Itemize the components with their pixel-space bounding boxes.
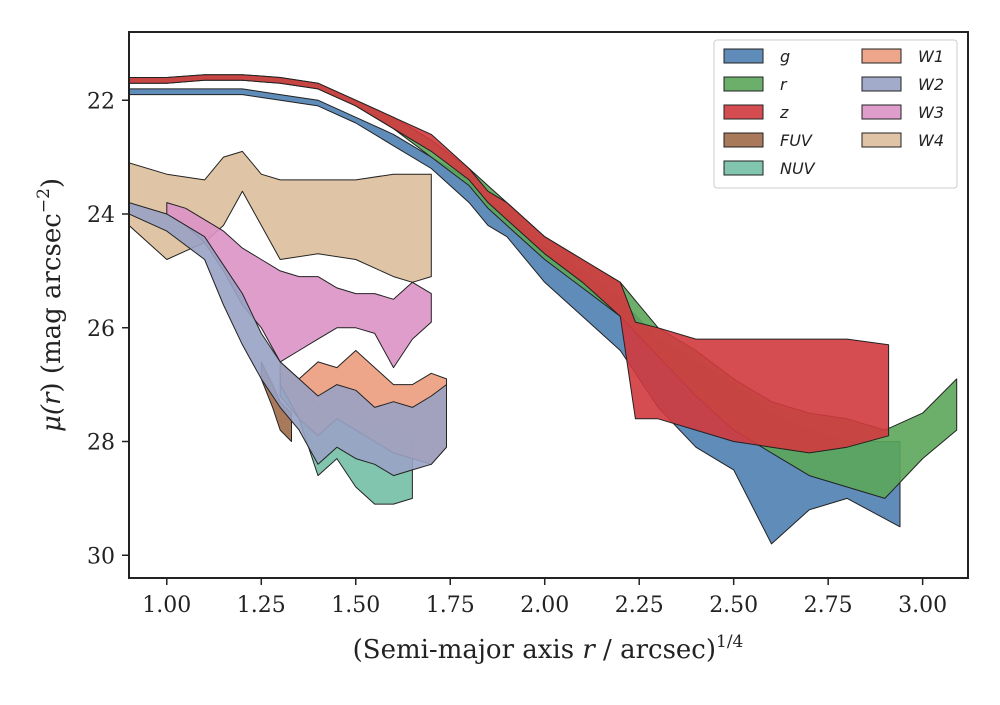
plot-frame (128, 31, 969, 579)
x-tick-label: 1.25 (237, 593, 286, 618)
legend-swatch-w1 (861, 48, 902, 64)
x-tick-label: 2.75 (804, 593, 853, 618)
x-tick-label: 1.50 (331, 593, 380, 618)
legend-label-nuv: NUV (780, 159, 816, 178)
legend-label-w3: W3 (918, 103, 944, 122)
legend-label-w1: W1 (918, 47, 944, 66)
y-axis-title: μ(r) (mag arcsec−2) (34, 178, 67, 432)
legend-swatch-g (723, 48, 764, 64)
legend-label-w2: W2 (918, 75, 944, 94)
legend-swatch-w2 (861, 76, 902, 92)
legend-swatch-w3 (861, 104, 902, 120)
x-axis-title: (Semi-major axis r / arcsec)1/4 (353, 632, 744, 665)
legend-swatch-nuv (723, 160, 764, 176)
legend-label-r: r (780, 75, 788, 94)
y-tick-label: 26 (87, 317, 115, 342)
series-layer (129, 74, 958, 545)
x-tick-label: 2.00 (520, 593, 569, 618)
legend-swatch-r (723, 76, 764, 92)
series-band-z (129, 74, 890, 454)
series-band-w4 (129, 150, 432, 283)
ticks-layer: 1.00 1.25 1.50 1.75 2.00 2.25 2.50 2.75 3.00 22 24… (87, 89, 947, 618)
legend-swatch-w4 (861, 132, 902, 148)
legend-label-z: z (779, 103, 789, 122)
x-tick-label: 1.00 (142, 593, 191, 618)
legend: grz FUV NUV W1 W2 W3 W4 (713, 39, 958, 189)
y-tick-label: 22 (87, 89, 115, 114)
legend-label-g: g (780, 47, 790, 66)
legend-swatch-fuv (723, 132, 764, 148)
x-tick-label: 3.00 (898, 593, 947, 618)
series-band-w2 (129, 202, 447, 477)
y-tick-label: 28 (87, 431, 115, 456)
legend-label-fuv: FUV (780, 131, 813, 150)
legend-swatch-z (723, 104, 764, 120)
x-tick-label: 1.75 (426, 593, 475, 618)
x-tick-label: 2.50 (709, 593, 758, 618)
y-tick-label: 24 (87, 203, 115, 228)
legend-label-w4: W4 (918, 131, 944, 150)
x-tick-label: 2.25 (615, 593, 664, 618)
y-tick-label: 30 (87, 544, 115, 569)
